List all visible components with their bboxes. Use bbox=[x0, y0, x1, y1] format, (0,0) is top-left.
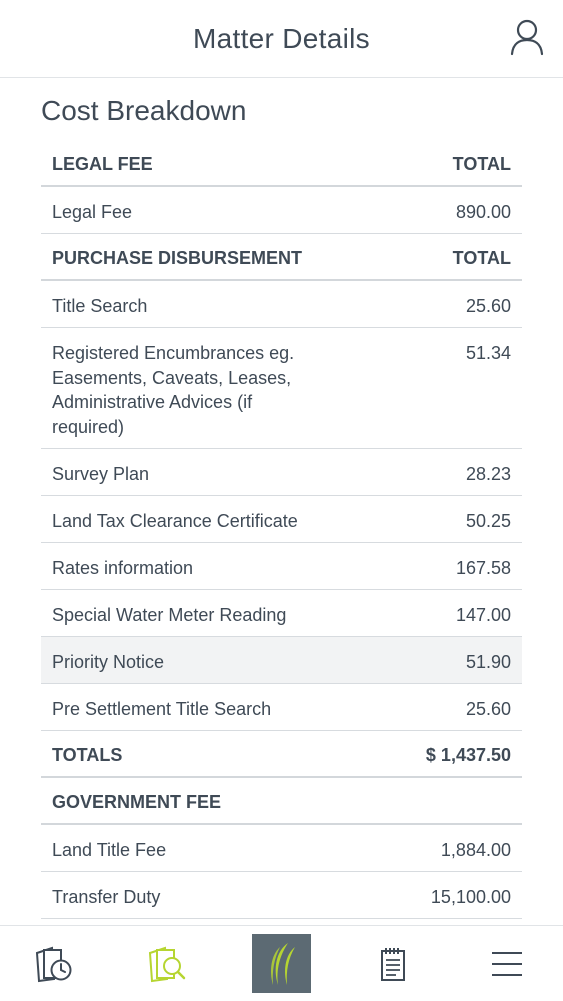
tab-home[interactable] bbox=[252, 934, 311, 993]
matter-search-icon bbox=[148, 946, 186, 982]
table-header-row: LEGAL FEE TOTAL bbox=[41, 140, 522, 187]
row-value: TOTAL bbox=[452, 248, 511, 268]
total-value: $ 1,437.50 bbox=[425, 745, 511, 765]
row-value: 15,100.00 bbox=[430, 887, 511, 907]
tab-notes[interactable] bbox=[360, 926, 426, 1001]
tab-menu[interactable] bbox=[474, 926, 540, 1001]
row-label: GOVERNMENT FEE bbox=[52, 792, 222, 812]
section-title: Cost Breakdown bbox=[41, 95, 247, 126]
row-label: Special Water Meter Reading bbox=[52, 605, 287, 625]
row-value: 1,884.00 bbox=[440, 840, 511, 860]
brand-logo-icon bbox=[270, 942, 295, 985]
row-label: Registered Encumbrances eg. Easements, C… bbox=[52, 343, 295, 437]
row-label: Legal Fee bbox=[52, 202, 133, 222]
table-row: Title Search 25.60 bbox=[41, 281, 522, 328]
row-value: TOTAL bbox=[452, 154, 511, 174]
user-icon bbox=[510, 19, 544, 56]
table-row: Survey Plan 28.23 bbox=[41, 449, 522, 496]
table-row: Transfer Duty 15,100.00 bbox=[41, 872, 522, 919]
content-area[interactable]: Cost Breakdown LEGAL FEE TOTAL Legal Fee… bbox=[0, 79, 563, 925]
table-row: Pre Settlement Title Search 25.60 bbox=[41, 684, 522, 731]
table-row: Special Water Meter Reading 147.00 bbox=[41, 590, 522, 637]
matter-history-icon bbox=[35, 946, 72, 982]
table-header-row: PURCHASE DISBURSEMENT TOTAL bbox=[41, 234, 522, 281]
row-label: Land Tax Clearance Certificate bbox=[52, 511, 298, 531]
row-label: LEGAL FEE bbox=[52, 154, 153, 174]
row-label: Land Title Fee bbox=[52, 840, 167, 860]
row-label: TOTALS bbox=[52, 745, 123, 765]
page-title: Matter Details bbox=[193, 22, 370, 54]
row-value: 25.60 bbox=[465, 699, 511, 719]
row-value: 50.25 bbox=[465, 511, 511, 531]
table-row: Rates information 167.58 bbox=[41, 543, 522, 590]
table-row: Land Tax Clearance Certificate 50.25 bbox=[41, 496, 522, 543]
row-value: 51.34 bbox=[465, 343, 511, 363]
tab-matter-search[interactable] bbox=[135, 926, 201, 1001]
profile-button[interactable] bbox=[509, 18, 545, 58]
row-label: Pre Settlement Title Search bbox=[52, 699, 272, 719]
row-value: 51.90 bbox=[465, 652, 511, 672]
row-value: 28.23 bbox=[465, 464, 511, 484]
menu-icon bbox=[492, 951, 522, 976]
tab-matter-history[interactable] bbox=[22, 926, 88, 1001]
bottom-tab-bar bbox=[0, 925, 563, 1000]
table-header-row: GOVERNMENT FEE bbox=[41, 778, 522, 825]
app-header: Matter Details bbox=[0, 0, 563, 78]
row-value: 147.00 bbox=[455, 605, 511, 625]
row-label: Rates information bbox=[52, 558, 194, 578]
row-label: Survey Plan bbox=[52, 464, 150, 484]
table-row: Land Title Fee 1,884.00 bbox=[41, 825, 522, 872]
row-label: Transfer Duty bbox=[52, 887, 161, 907]
totals-row: TOTALS $ 1,437.50 bbox=[41, 731, 522, 778]
table-row: Registered Encumbrances eg. Easements, C… bbox=[41, 328, 522, 449]
cost-breakdown-table: LEGAL FEE TOTAL Legal Fee 890.00 PURCHAS… bbox=[41, 140, 522, 919]
row-value: 890.00 bbox=[455, 202, 511, 222]
row-value: 25.60 bbox=[465, 296, 511, 316]
row-label: Title Search bbox=[52, 296, 148, 316]
row-label: Priority Notice bbox=[52, 652, 165, 672]
notes-icon bbox=[381, 947, 405, 981]
table-row: Priority Notice 51.90 bbox=[41, 637, 522, 684]
row-value: 167.58 bbox=[455, 558, 511, 578]
row-label: PURCHASE DISBURSEMENT bbox=[52, 248, 303, 268]
table-row: Legal Fee 890.00 bbox=[41, 187, 522, 234]
